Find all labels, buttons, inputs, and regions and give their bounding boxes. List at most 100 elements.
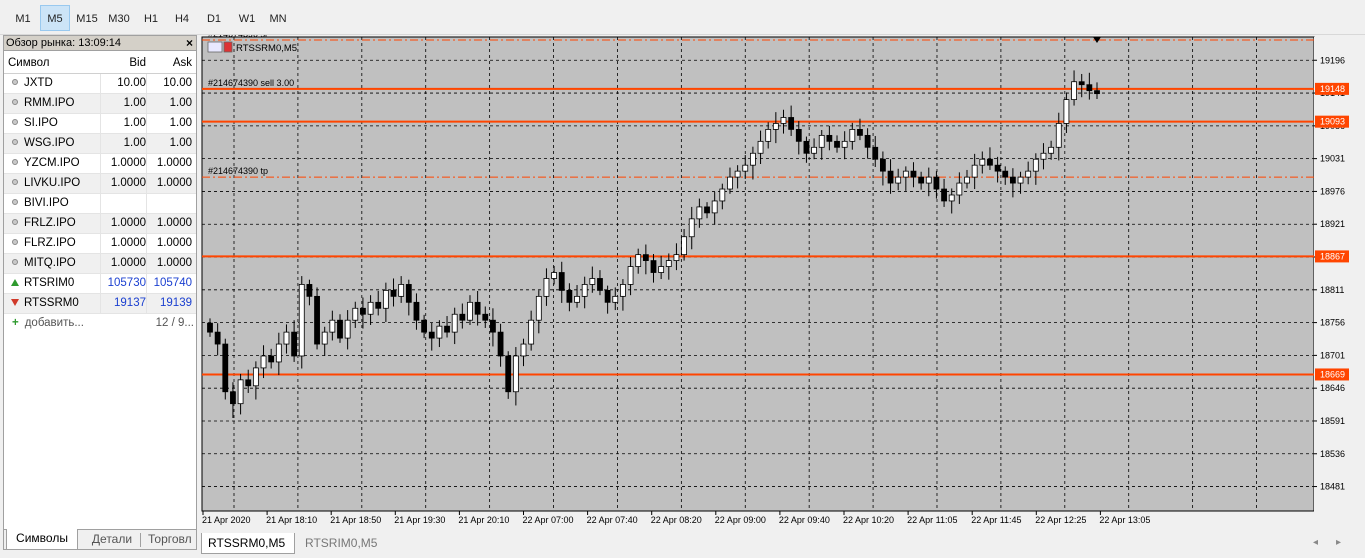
table-row[interactable]: FRLZ.IPO 1.0000 1.0000 — [4, 214, 196, 234]
close-icon[interactable]: × — [185, 36, 193, 50]
candle[interactable] — [390, 278, 397, 307]
candle[interactable] — [360, 297, 366, 329]
table-row[interactable]: RTSRIM0 105730 105740 — [4, 274, 196, 294]
candle[interactable] — [910, 162, 917, 188]
candle[interactable] — [543, 268, 550, 306]
chart-tab-rtsrim0[interactable]: RTSRIM0,M5 — [305, 536, 378, 550]
table-row[interactable]: SI.IPO 1.00 1.00 — [4, 114, 196, 134]
tab-trading[interactable]: Торговл — [148, 532, 192, 546]
candle[interactable] — [864, 128, 871, 159]
candle[interactable] — [696, 198, 703, 228]
candle[interactable] — [230, 382, 236, 418]
candle[interactable] — [520, 338, 527, 367]
candle[interactable] — [222, 338, 229, 400]
candle[interactable] — [650, 254, 657, 283]
timeframe-m1-button[interactable]: M1 — [15, 13, 31, 25]
candle[interactable] — [665, 253, 672, 280]
candle[interactable] — [245, 369, 252, 393]
add-symbol-link[interactable]: добавить... — [24, 317, 84, 329]
candle[interactable] — [879, 151, 886, 186]
add-symbol-row[interactable]: + добавить... 12 / 9... — [4, 314, 196, 334]
candle[interactable] — [260, 345, 267, 379]
candle[interactable] — [1094, 82, 1100, 100]
candle[interactable] — [971, 153, 978, 190]
table-row[interactable]: YZCM.IPO 1.0000 1.0000 — [4, 154, 196, 174]
candle[interactable] — [612, 287, 619, 311]
candle[interactable] — [497, 323, 504, 367]
candle[interactable] — [428, 322, 435, 351]
candle[interactable] — [933, 171, 940, 199]
candle[interactable] — [436, 320, 443, 348]
candle[interactable] — [214, 323, 221, 356]
candle[interactable] — [979, 151, 986, 174]
timeframe-m15-button[interactable]: M15 — [76, 13, 98, 25]
candle[interactable] — [902, 166, 909, 191]
candle[interactable] — [566, 283, 573, 312]
candle[interactable] — [604, 285, 611, 314]
candle[interactable] — [551, 265, 557, 285]
candle[interactable] — [681, 228, 687, 261]
candle[interactable] — [298, 276, 305, 369]
candle[interactable] — [382, 282, 389, 322]
candle[interactable] — [795, 121, 802, 155]
candle[interactable] — [421, 314, 428, 339]
plot-area[interactable] — [201, 36, 1315, 512]
candle[interactable] — [956, 172, 963, 204]
timeframe-h1-button[interactable]: H1 — [143, 13, 159, 25]
timeframe-m30-button[interactable]: M30 — [108, 13, 130, 25]
candle[interactable] — [589, 266, 596, 293]
candle[interactable] — [1055, 112, 1062, 161]
candle[interactable] — [512, 347, 519, 406]
timeframe-mn-button[interactable]: MN — [269, 13, 287, 25]
candle[interactable] — [1040, 143, 1047, 170]
candle[interactable] — [788, 105, 795, 136]
candle[interactable] — [352, 301, 359, 328]
candle[interactable] — [811, 138, 817, 160]
table-row[interactable]: FLRZ.IPO 1.0000 1.0000 — [4, 234, 196, 254]
candle[interactable] — [535, 290, 542, 334]
candle[interactable] — [344, 310, 351, 350]
candle[interactable] — [620, 279, 626, 311]
candle[interactable] — [719, 183, 726, 210]
candle[interactable] — [750, 146, 756, 180]
candle[interactable] — [283, 324, 290, 354]
candle[interactable] — [925, 167, 932, 197]
candle[interactable] — [490, 308, 496, 347]
candle[interactable] — [207, 318, 213, 337]
table-row[interactable]: RTSSRM0 19137 19139 — [4, 294, 196, 314]
candle[interactable] — [444, 316, 450, 338]
candle[interactable] — [321, 326, 328, 356]
candle[interactable] — [558, 261, 565, 303]
table-row[interactable]: RMM.IPO 1.00 1.00 — [4, 94, 196, 114]
candle[interactable] — [734, 165, 741, 189]
candle[interactable] — [857, 118, 863, 141]
candle[interactable] — [887, 159, 894, 194]
candle[interactable] — [918, 171, 925, 190]
candle[interactable] — [413, 293, 420, 330]
candle[interactable] — [872, 135, 879, 167]
timeframe-m5-button[interactable]: M5 — [40, 5, 70, 31]
candle[interactable] — [673, 243, 680, 271]
candle[interactable] — [765, 122, 772, 149]
candle[interactable] — [818, 130, 825, 160]
candle[interactable] — [467, 295, 473, 325]
table-row[interactable]: BIVI.IPO — [4, 194, 196, 214]
candle[interactable] — [642, 244, 649, 275]
candle[interactable] — [803, 136, 810, 163]
candle[interactable] — [994, 156, 1001, 183]
table-row[interactable]: JXTD 10.00 10.00 — [4, 74, 196, 94]
timeframe-w1-button[interactable]: W1 — [238, 13, 256, 25]
candle[interactable] — [1071, 70, 1077, 106]
candle[interactable] — [941, 178, 947, 207]
column-header-bid[interactable]: Bid — [129, 57, 146, 69]
chart-tab-rtssrm0[interactable]: RTSSRM0,M5 — [201, 533, 295, 554]
tab-symbols[interactable]: Символы — [6, 529, 78, 549]
candle[interactable] — [505, 351, 512, 399]
candle[interactable] — [574, 285, 580, 308]
candle[interactable] — [635, 248, 642, 274]
candle[interactable] — [964, 169, 970, 189]
candle[interactable] — [711, 192, 718, 225]
candle[interactable] — [987, 147, 993, 170]
candle[interactable] — [268, 348, 275, 369]
candle[interactable] — [375, 290, 382, 316]
